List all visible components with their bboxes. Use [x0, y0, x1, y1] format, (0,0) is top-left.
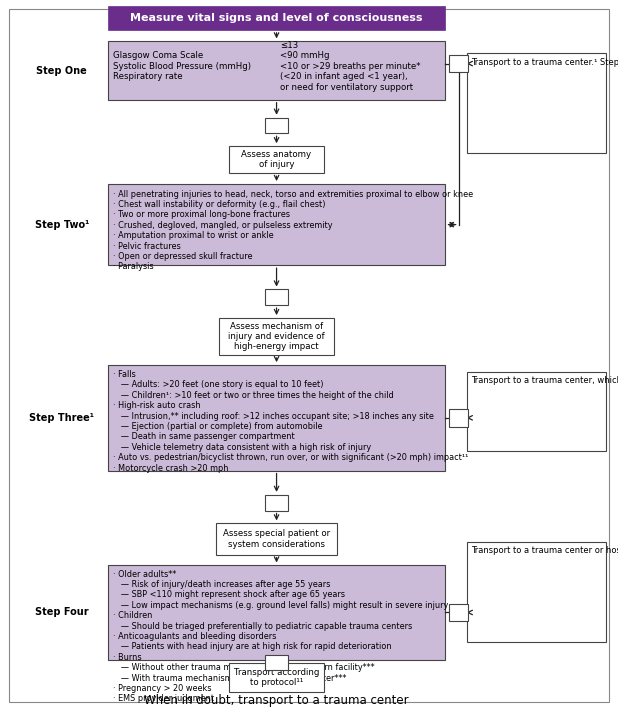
Text: Assess mechanism of
injury and evidence of
high-energy impact: Assess mechanism of injury and evidence …: [228, 322, 325, 352]
Text: Transport to a trauma center, which, depending upon the defined trauma system, n: Transport to a trauma center, which, dep…: [472, 376, 618, 386]
Text: · Older adults**
   — Risk of injury/death increases after age 55 years
   — SBP: · Older adults** — Risk of injury/death …: [113, 570, 448, 704]
FancyBboxPatch shape: [229, 663, 324, 692]
FancyBboxPatch shape: [229, 146, 324, 173]
FancyBboxPatch shape: [219, 318, 334, 355]
FancyBboxPatch shape: [216, 523, 337, 555]
FancyBboxPatch shape: [449, 603, 468, 621]
FancyBboxPatch shape: [108, 184, 445, 265]
Text: Yes: Yes: [452, 608, 465, 617]
Text: Step Four: Step Four: [35, 607, 88, 617]
Text: Step One: Step One: [36, 66, 87, 76]
Text: Assess anatomy
of injury: Assess anatomy of injury: [242, 150, 311, 170]
Text: No: No: [271, 121, 282, 130]
Text: Transport according
to protocol¹¹: Transport according to protocol¹¹: [234, 667, 320, 687]
FancyBboxPatch shape: [467, 372, 606, 451]
Text: Transport to a trauma center or hospital capable of timely and thorough evaluati: Transport to a trauma center or hospital…: [472, 546, 618, 555]
Text: Yes: Yes: [452, 59, 465, 68]
FancyBboxPatch shape: [108, 565, 445, 660]
Text: When in doubt, transport to a trauma center: When in doubt, transport to a trauma cen…: [144, 694, 409, 707]
Text: No: No: [271, 658, 282, 667]
FancyBboxPatch shape: [265, 655, 288, 670]
FancyBboxPatch shape: [449, 55, 468, 73]
Text: No: No: [271, 498, 282, 507]
Text: · All penetrating injuries to head, neck, torso and extremities proximal to elbo: · All penetrating injuries to head, neck…: [113, 190, 473, 272]
FancyBboxPatch shape: [449, 409, 468, 426]
Text: Measure vital signs and level of consciousness: Measure vital signs and level of conscio…: [130, 13, 423, 24]
FancyBboxPatch shape: [265, 289, 288, 305]
Text: · Falls
   — Adults: >20 feet (one story is equal to 10 feet)
   — Children¹: >1: · Falls — Adults: >20 feet (one story is…: [113, 370, 468, 473]
Text: ≤13
<90 mmHg
<10 or >29 breaths per minute*
(<20 in infant aged <1 year),
or nee: ≤13 <90 mmHg <10 or >29 breaths per minu…: [279, 41, 420, 91]
FancyBboxPatch shape: [467, 53, 606, 153]
FancyBboxPatch shape: [108, 41, 445, 100]
FancyBboxPatch shape: [265, 495, 288, 511]
Text: Step Two¹: Step Two¹: [35, 220, 89, 230]
Text: No: No: [271, 293, 282, 302]
FancyBboxPatch shape: [108, 365, 445, 471]
Text: Step Three¹: Step Three¹: [29, 413, 95, 423]
Text: Yes: Yes: [452, 414, 465, 422]
Text: Glasgow Coma Scale
Systolic Blood Pressure (mmHg)
Respiratory rate: Glasgow Coma Scale Systolic Blood Pressu…: [113, 51, 251, 81]
Text: Transport to a trauma center.¹ Steps One and Two attempt to identify the most se: Transport to a trauma center.¹ Steps One…: [472, 58, 618, 67]
FancyBboxPatch shape: [265, 118, 288, 133]
FancyBboxPatch shape: [467, 542, 606, 642]
FancyBboxPatch shape: [9, 9, 609, 702]
FancyBboxPatch shape: [108, 6, 445, 30]
Text: Assess special patient or
system considerations: Assess special patient or system conside…: [223, 529, 330, 549]
